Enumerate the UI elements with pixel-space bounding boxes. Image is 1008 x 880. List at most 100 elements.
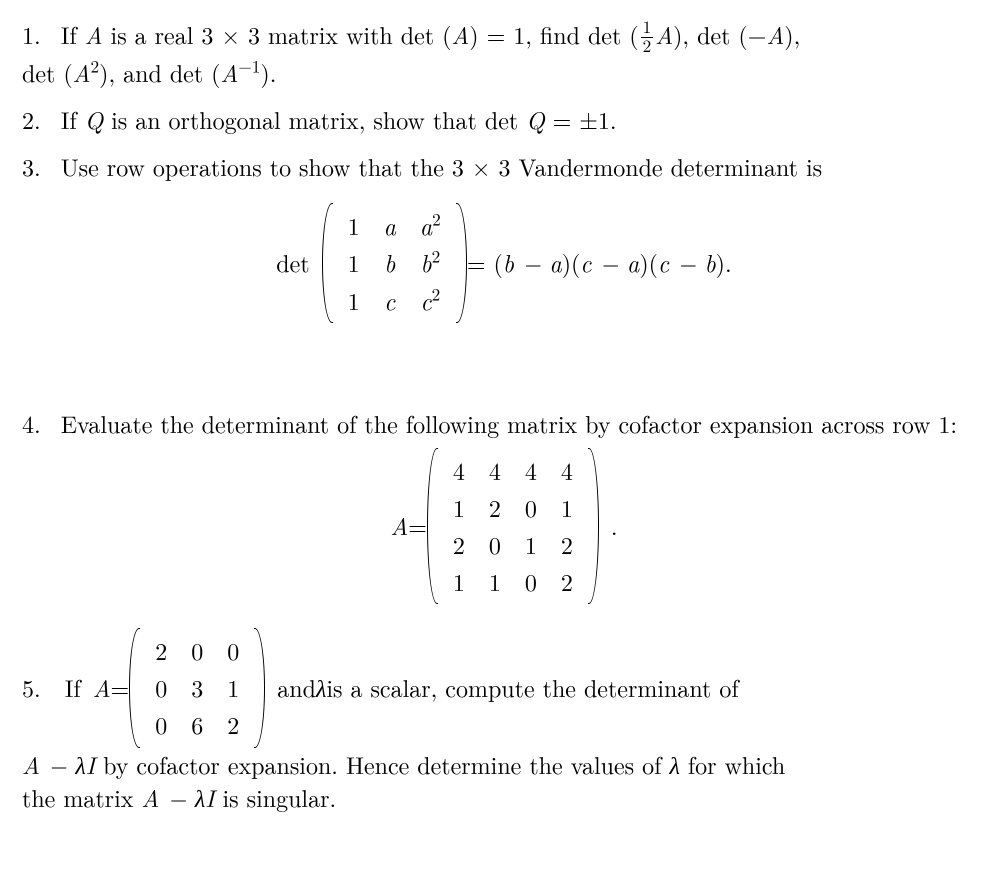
var: b [421, 245, 432, 279]
cell: 0 [143, 706, 179, 743]
cell: 0 [513, 563, 549, 600]
var: a [384, 208, 396, 242]
cell: 1 [549, 489, 585, 526]
cell: b2 [408, 244, 453, 281]
expr: c − a [580, 245, 639, 279]
section-gap [22, 349, 986, 407]
problem-number: 5. [22, 671, 41, 704]
cell: c2 [408, 282, 453, 319]
problem-4: 4. Evaluate the determinant of the follo… [22, 407, 986, 605]
cell: 3 [179, 669, 215, 706]
text: Evaluate the determinant of the followin… [61, 406, 957, 440]
exp: 2 [432, 208, 441, 232]
var: c [421, 283, 432, 317]
fraction-half: 12 [639, 19, 656, 56]
cell: 0 [179, 632, 215, 669]
cell: 1 [441, 563, 477, 600]
text: ), det (− [673, 17, 766, 51]
text: If [61, 17, 85, 51]
matrix-A5: 200 031 062 [129, 628, 265, 747]
cell: 2 [549, 526, 585, 563]
cell: 2 [549, 563, 585, 600]
text: is singular. [215, 780, 337, 814]
problem-number: 2. [22, 102, 41, 136]
cell: 0 [143, 669, 179, 706]
var-lambda: λ [316, 671, 326, 704]
cell: 4 [441, 452, 477, 489]
cell: 2 [477, 489, 513, 526]
cell: 1 [336, 282, 372, 319]
vandermonde-equation: det 1 a a2 1 b b2 1 c [22, 203, 986, 322]
expr: c − b [658, 245, 716, 279]
var: a [420, 208, 432, 242]
var-A: A [655, 17, 673, 51]
var-Q: Q [526, 102, 544, 136]
text: If [61, 102, 85, 136]
exp-2: 2 [91, 55, 100, 79]
text: )( [562, 245, 581, 279]
var-A: A [221, 55, 239, 89]
text: the matrix [22, 780, 141, 814]
var-A: A [451, 17, 469, 51]
cell: 0 [215, 632, 251, 669]
expr: b − a [503, 245, 562, 279]
cell: 1 [477, 563, 513, 600]
text: ). [716, 245, 732, 279]
var-A: A [93, 671, 111, 704]
problem-number: 1. [22, 17, 41, 51]
cell: 2 [441, 526, 477, 563]
cell: b [372, 244, 408, 281]
cell: 1 [336, 207, 372, 244]
expr: A − λI [141, 780, 214, 814]
var-A: A [85, 17, 103, 51]
text: and [277, 671, 316, 704]
var-lambda: λ [669, 747, 679, 781]
equals: = [111, 671, 130, 704]
period: . [611, 509, 618, 542]
cell: 6 [179, 706, 215, 743]
text: If [65, 671, 81, 704]
cell: 0 [477, 526, 513, 563]
text: )( [639, 245, 658, 279]
cell: 4 [549, 452, 585, 489]
exp: 2 [432, 245, 441, 269]
problem-2: 2. If Q is an orthogonal matrix, show th… [22, 103, 986, 136]
var-A: A [73, 55, 91, 89]
expr: A − λI [22, 747, 95, 781]
text: = ±1. [545, 102, 617, 136]
problem-1: 1. If A is a real 3 × 3 matrix with det … [22, 18, 986, 89]
text: ). [260, 55, 276, 89]
text: by cofactor expansion. Hence determine t… [95, 747, 669, 781]
text: det ( [22, 55, 73, 89]
cell: a2 [408, 207, 453, 244]
cell: a [372, 207, 408, 244]
problem-number: 4. [22, 406, 41, 440]
cell: 1 [513, 526, 549, 563]
text: = ( [467, 245, 503, 279]
vandermonde-matrix: 1 a a2 1 b b2 1 c c2 [322, 203, 467, 322]
rhs: = (b − a)(c − a)(c − b). [467, 246, 732, 279]
text: is an orthogonal matrix, show that det [103, 102, 526, 136]
text: ), and det ( [99, 55, 220, 89]
var: c [384, 283, 395, 317]
exp: 2 [432, 282, 441, 306]
cell: 4 [513, 452, 549, 489]
text: is a real 3 × 3 matrix with det ( [103, 17, 452, 51]
denominator: 2 [641, 38, 654, 56]
cell: 0 [513, 489, 549, 526]
det-label: det [276, 246, 309, 279]
var-A: A [390, 509, 408, 542]
cell: 2 [215, 706, 251, 743]
matrix-A: 4444 1201 2012 1102 [427, 448, 599, 604]
var-A: A [766, 17, 784, 51]
cell: 2 [143, 632, 179, 669]
equals: = [408, 509, 427, 542]
text: Use row operations to show that the 3 × … [61, 149, 822, 183]
cell: 1 [441, 489, 477, 526]
exp-neg1: −1 [238, 55, 260, 79]
problem-5: 5. If A = 200 031 062 and λ is a scalar,… [22, 628, 986, 814]
text: ), [784, 17, 800, 51]
cell: 1 [215, 669, 251, 706]
text: ) = 1, find det ( [469, 17, 638, 51]
matrix-A-equation: A = 4444 1201 2012 1102 . [22, 448, 986, 604]
